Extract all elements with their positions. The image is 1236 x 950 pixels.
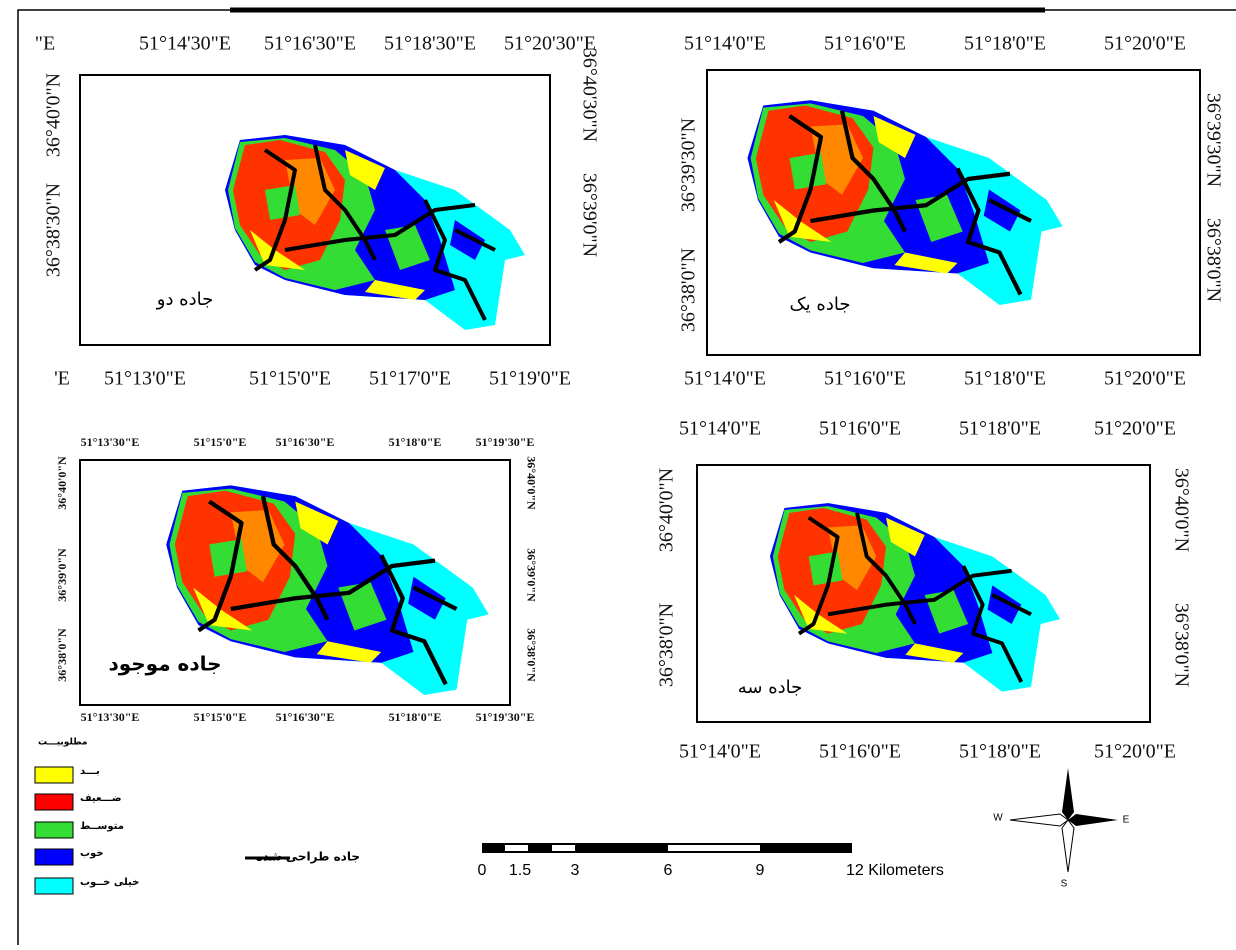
bottom-coordinate: 51°19'30"E [476,710,535,724]
map-panel: جاده دو "E 51°14'30"E 51°16'30"E 51°18'30"E 5… [35,33,601,390]
bottom-coordinate: 51°19'0"E [489,368,571,390]
top-coordinate: 51°19'30"E [476,435,535,449]
north-south: S [1061,879,1068,890]
scale-label: 1.5 [509,862,531,879]
top-coordinate: 51°14'30"E [139,33,231,55]
bottom-coordinate: 51°18'0"E [959,741,1041,763]
right-coordinate: 36°38'0"N [1170,603,1192,687]
top-coordinate: 51°14'0"E [679,418,761,440]
scale-bar: 0 1.5 3 6 9 12 Kilometers [478,843,944,879]
road-label: جاده طراحی شده [256,850,360,864]
arrow-part [1062,768,1074,820]
legend-swatch [34,766,74,784]
top-coordinate: 51°18'0"E [389,435,442,449]
right-coordinate: 36°39'0"N [524,548,538,602]
north-arrow: W E S [993,768,1130,890]
legend-label: بـــد [80,766,100,777]
right-coordinate: 36°38'0"N [524,628,538,682]
map-panels: جاده دو "E 51°14'30"E 51°16'30"E 51°18'30"E 5… [35,33,1225,763]
right-coordinate: 36°39'0"N [578,173,600,257]
bottom-coordinate: 51°20'0"E [1094,741,1176,763]
top-coordinate: 51°18'0"E [959,418,1041,440]
legend: مطلوبیـــت جاده طراحی شده بـــد ضـــعیف مت… [34,738,360,895]
left-coordinate: 36°39'0"N [55,548,69,602]
bottom-coordinate: 51°14'0"E [684,368,766,390]
scale-bar-segment [552,845,575,851]
top-coordinate: 51°14'0"E [684,33,766,55]
scale-label: 3 [571,862,580,879]
legend-swatch [34,821,74,839]
bottom-coordinate: 51°15'0"E [249,368,331,390]
map-panel: جاده یک 51°14'0"E 51°16'0"E 51°18'0"E 51°20'… [678,33,1225,390]
right-coordinate: 36°40'0"N [1170,468,1192,552]
legend-label: متوســط [80,821,124,832]
scale-bar-segment [668,845,760,851]
arrow-part [1009,813,1069,827]
panel-label: جاده سه [738,677,803,698]
top-coordinate: 51°13'30"E [81,435,140,449]
left-coordinate: 36°40'0"N [43,73,65,157]
north-west: W [993,813,1003,824]
bottom-coordinate: 51°16'0"E [819,741,901,763]
scale-label: 0 [478,862,487,879]
left-coordinate: 36°38'0"N [55,628,69,682]
top-coordinate: 51°18'0"E [964,33,1046,55]
arrow-part [1061,819,1075,873]
top-coordinate: "E [35,33,55,55]
bottom-coordinate: 51°16'0"E [824,368,906,390]
left-coordinate: 36°40'0"N [656,468,678,552]
panel-label: جاده دو [156,289,214,310]
scale-label: 6 [664,862,673,879]
bottom-coordinate: 51°13'0"E [104,368,186,390]
top-coordinate: 51°15'0"E [194,435,247,449]
top-coordinate: 51°16'0"E [819,418,901,440]
right-coordinate: 36°40'0"N [524,456,538,510]
left-coordinate: 36°38'0"N [678,248,700,332]
map-panel: جاده موجود 51°13'30"E 51°15'0"E 51°16'30"E 5… [55,435,539,724]
right-coordinate: 36°39'30"N [1202,93,1224,187]
bottom-coordinate: 51°20'0"E [1104,368,1186,390]
legend-swatch [34,793,74,811]
legend-label: خیلی خــوب [80,877,139,888]
legend-swatch [34,848,74,866]
scale-label: 9 [756,862,765,879]
arrow-part [1068,814,1118,826]
left-coordinate: 36°38'30"N [43,183,65,277]
legend-title: مطلوبیـــت [38,738,87,748]
north-east: E [1123,815,1130,826]
panel-label: جاده موجود [108,652,221,676]
bottom-coordinate: 51°15'0"E [194,710,247,724]
bottom-coordinate: 51°16'30"E [276,710,335,724]
top-coordinate: 51°20'30"E [504,33,596,55]
legend-swatch [34,877,74,895]
scale-bar-segment [505,845,528,851]
scale-label: 12 Kilometers [846,862,944,879]
legend-label: خوب [80,848,104,859]
left-coordinate: 36°40'0"N [55,456,69,510]
top-coordinate: 51°20'0"E [1094,418,1176,440]
left-coordinate: 36°39'30"N [678,118,700,212]
right-coordinate: 36°38'0"N [1202,218,1224,302]
bottom-coordinate: 51°17'0"E [369,368,451,390]
bottom-coordinate: 51°18'0"E [964,368,1046,390]
map-panel: جاده سه 51°14'0"E 51°16'0"E 51°18'0"E 51°20'… [656,418,1193,763]
top-coordinate: 51°16'30"E [264,33,356,55]
scale-bar-base [482,843,852,853]
top-coordinate: 51°16'0"E [824,33,906,55]
top-coordinate: 51°20'0"E [1104,33,1186,55]
right-coordinate: 36°40'30"N [578,48,600,142]
bottom-coordinate: 'E [54,368,70,390]
panel-label: جاده یک [790,294,851,315]
left-coordinate: 36°38'0"N [656,603,678,687]
top-coordinate: 51°18'30"E [384,33,476,55]
bottom-coordinate: 51°18'0"E [389,710,442,724]
bottom-coordinate: 51°14'0"E [679,741,761,763]
bottom-coordinate: 51°13'30"E [81,710,140,724]
top-coordinate: 51°16'30"E [276,435,335,449]
legend-label: ضـــعیف [80,793,122,804]
